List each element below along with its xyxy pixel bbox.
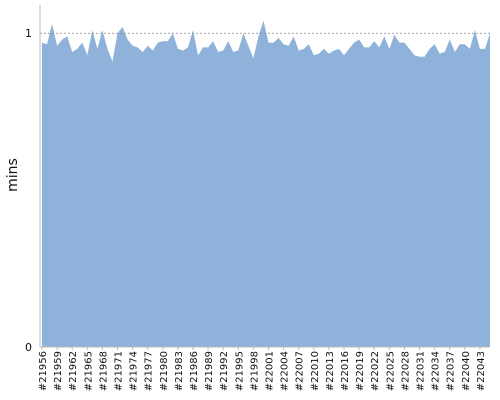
x-tick-label: #22034 [431,351,442,391]
x-tick-label: #22001 [265,351,276,391]
x-tick-label: #22028 [400,351,411,391]
x-tick-label: #21962 [68,351,79,391]
x-tick-label: #21986 [189,351,200,391]
x-tick-label: #22007 [295,351,306,391]
y-axis-label: mins [5,158,21,192]
x-tick-label: #22004 [280,351,291,391]
x-tick-label: #22016 [340,351,351,391]
x-tick-label: #21965 [83,351,94,391]
x-tick-label: #21992 [219,351,230,391]
x-tick-label: #21956 [38,351,49,391]
y-tick-label: 1 [25,27,32,40]
x-tick-label: #21989 [204,351,215,391]
x-tick-label: #22031 [416,351,427,391]
x-tick-label: #22013 [325,351,336,391]
x-tick-label: #21977 [144,351,155,391]
x-tick-label: #21995 [234,351,245,391]
x-tick-label: #21971 [114,351,125,391]
x-tick-label: #21959 [53,351,64,391]
x-tick-label: #22037 [446,351,457,391]
x-tick-label: #21968 [98,351,109,391]
x-tick-label: #21998 [249,351,260,391]
x-tick-label: #21974 [129,351,140,391]
x-tick-label: #22019 [355,351,366,391]
x-tick-label: #22040 [461,351,472,391]
x-tick-label: #22010 [310,351,321,391]
x-tick-label: #22025 [385,351,396,391]
x-tick-label: #22043 [476,351,487,391]
x-tick-label: #21980 [159,351,170,391]
x-tick-label: #21983 [174,351,185,391]
x-tick-label: #22022 [370,351,381,391]
y-tick-label: 0 [25,341,32,354]
area [42,20,490,347]
